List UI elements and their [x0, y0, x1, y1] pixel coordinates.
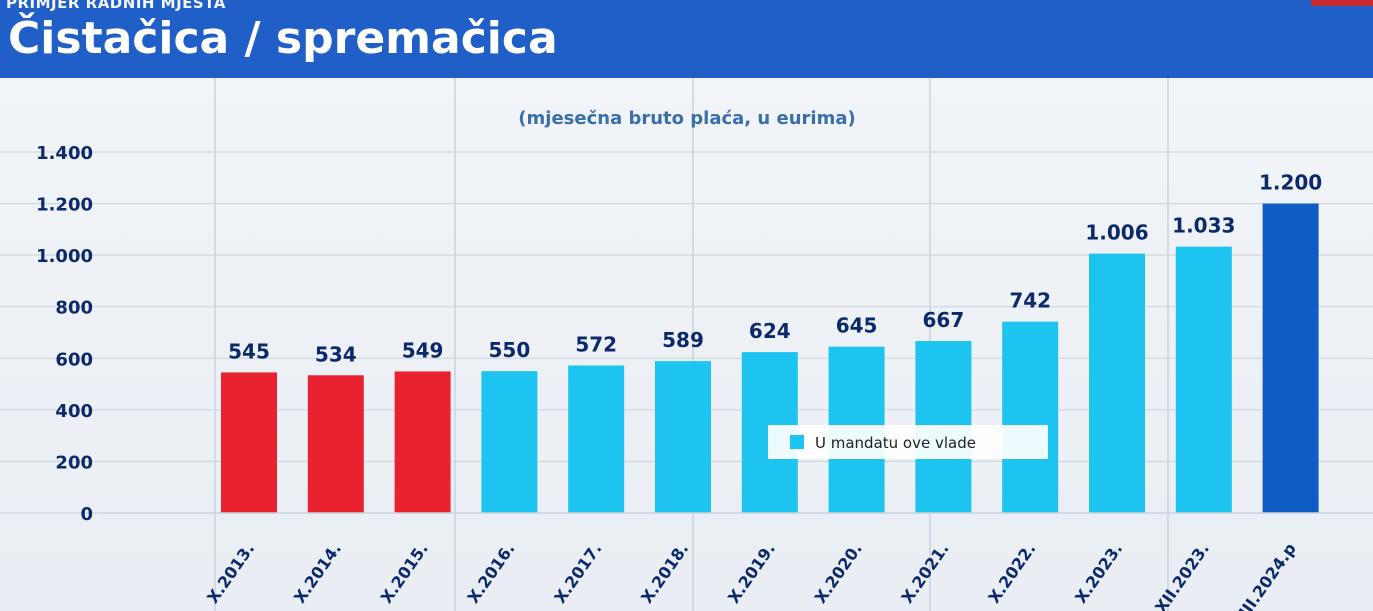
- bar-value-label: 549: [402, 338, 444, 362]
- bar-value-label: 667: [923, 308, 965, 332]
- bar-value-label: 534: [315, 342, 357, 366]
- x-tick-label: X.2018.: [637, 539, 692, 606]
- x-tick-label: X.2023.: [1071, 539, 1126, 606]
- y-tick-label: 1.000: [36, 246, 93, 267]
- y-tick-label: 200: [55, 452, 93, 473]
- bar: [307, 375, 364, 513]
- chart-area: 0 200 400 600 800 1.000 1.200 1.400 (mjesečna br…: [0, 78, 1373, 611]
- legend-box: [768, 425, 1048, 459]
- x-tick-label: X.2022.: [984, 539, 1039, 606]
- header-kicker: PRIMJER RADNIH MJESTA: [6, 0, 226, 12]
- bar-chart: 0 200 400 600 800 1.000 1.200 1.400 (mjesečna br…: [0, 78, 1373, 611]
- legend-label: U mandatu ove vlade: [815, 434, 976, 452]
- bar: [481, 371, 538, 513]
- x-tick-label: X.2016.: [464, 539, 519, 606]
- bar: [1262, 203, 1319, 514]
- bar: [394, 371, 451, 513]
- x-tick-label: X.2013.: [203, 539, 258, 606]
- y-tick-label: 1.200: [36, 195, 93, 216]
- chart-subtitle: (mjesečna bruto plaća, u eurima): [518, 108, 855, 129]
- y-tick-label: 400: [55, 401, 93, 422]
- bar-value-label: 572: [575, 333, 617, 357]
- page-title: Čistačica / spremačica: [8, 13, 558, 64]
- x-tick-label: X.2021.: [898, 539, 953, 606]
- bar: [221, 372, 277, 513]
- bar: [655, 361, 711, 513]
- bar: [1175, 246, 1232, 513]
- y-tick-label: 600: [55, 349, 93, 370]
- bar-value-label: 624: [749, 319, 791, 343]
- y-tick-label: 1.400: [36, 143, 93, 164]
- x-tick-label: X.2015.: [377, 539, 432, 606]
- bar: [1002, 321, 1059, 513]
- y-tick-label: 0: [80, 504, 93, 525]
- x-tick-label: X.2014.: [290, 539, 345, 606]
- bar-value-label: 742: [1009, 289, 1051, 313]
- bar-value-label: 1.033: [1172, 214, 1235, 238]
- bar-value-label: 550: [489, 338, 531, 362]
- x-tick-label: XII.2023.: [1151, 539, 1213, 611]
- bar-value-label: 645: [836, 314, 878, 338]
- bar-value-label: 545: [228, 339, 270, 363]
- broadcast-marker: [1311, 0, 1373, 6]
- legend-swatch: [790, 435, 804, 449]
- y-tick-label: 800: [55, 298, 93, 319]
- bar: [568, 365, 625, 513]
- bar-value-label: 1.200: [1259, 171, 1322, 195]
- x-tick-label: X.2019.: [724, 539, 779, 606]
- x-tick-label: III.2024.p: [1235, 539, 1300, 611]
- bar-value-label: 589: [662, 328, 704, 352]
- bar-value-label: 1.006: [1085, 221, 1148, 245]
- x-tick-label: X.2017.: [550, 539, 605, 606]
- x-tick-label: X.2020.: [811, 539, 866, 606]
- bar: [1089, 253, 1145, 514]
- header-bar: PRIMJER RADNIH MJESTA Čistačica / sprema…: [0, 0, 1373, 78]
